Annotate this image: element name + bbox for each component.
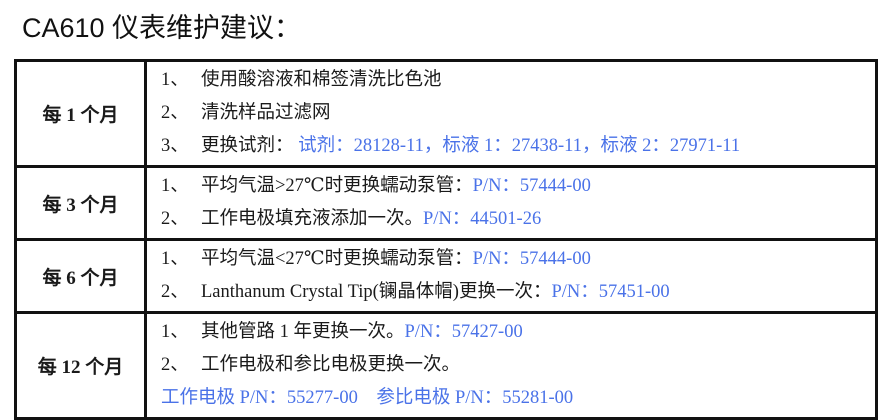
item-number: 1、 <box>161 322 189 342</box>
list-item: 1、 其他管路 1 年更换一次。P/N：57427-00 <box>161 316 875 349</box>
item-text: 工作电极和参比电极更换一次。 <box>201 355 461 375</box>
item-number: 2、 <box>161 282 189 302</box>
item-number: 3、 <box>161 136 189 156</box>
item-number: 2、 <box>161 209 189 229</box>
item-text: 清洗样品过滤网 <box>201 103 331 123</box>
item-text: 平均气温<27℃时更换蠕动泵管： <box>201 249 473 269</box>
list-item: 1、 平均气温>27℃时更换蠕动泵管：P/N：57444-00 <box>161 170 875 203</box>
item-text: 使用酸溶液和棉签清洗比色池 <box>201 70 442 90</box>
item-number: 1、 <box>161 70 189 90</box>
item-text: 平均气温>27℃时更换蠕动泵管： <box>201 176 473 196</box>
part-number: P/N：57451-00 <box>551 282 670 302</box>
list-item: 1、 平均气温<27℃时更换蠕动泵管：P/N：57444-00 <box>161 243 875 276</box>
maintenance-items: 1、 使用酸溶液和棉签清洗比色池 2、 清洗样品过滤网 3、 更换试剂： 试剂：28128… <box>144 59 878 168</box>
list-item: 2、 工作电极填充液添加一次。P/N：44501-26 <box>161 203 875 236</box>
item-number: 2、 <box>161 355 189 375</box>
list-item: 2、 清洗样品过滤网 <box>161 97 875 130</box>
item-number: 1、 <box>161 176 189 196</box>
maintenance-items: 1、 其他管路 1 年更换一次。P/N：57427-00 2、 工作电极和参比电极更换… <box>144 311 878 420</box>
item-number: 1、 <box>161 249 189 269</box>
part-number: P/N：57444-00 <box>472 249 591 269</box>
item-number: 2、 <box>161 103 189 123</box>
table-row: 每 6 个月 1、 平均气温<27℃时更换蠕动泵管：P/N：57444-00 2、 La… <box>14 238 878 314</box>
maintenance-table: 每 1 个月 1、 使用酸溶液和棉签清洗比色池 2、 清洗样品过滤网 3、 更换试剂： 试剂… <box>14 59 878 420</box>
item-text: 工作电极填充液添加一次。 <box>201 209 424 229</box>
table-row: 每 3 个月 1、 平均气温>27℃时更换蠕动泵管：P/N：57444-00 2、 工作… <box>14 165 878 241</box>
maintenance-items: 1、 平均气温<27℃时更换蠕动泵管：P/N：57444-00 2、 Lanthanu… <box>144 238 878 314</box>
page-title: CA610 仪表维护建议： <box>22 13 302 43</box>
period-label: 每 12 个月 <box>14 311 147 420</box>
part-number: P/N：44501-26 <box>423 209 542 229</box>
period-label: 每 1 个月 <box>14 59 147 168</box>
part-number: 试剂：28128-11，标液 1：27438-11，标液 2：27971-11 <box>293 136 741 156</box>
period-label: 每 6 个月 <box>14 238 147 314</box>
list-item: 1、 使用酸溶液和棉签清洗比色池 <box>161 64 875 97</box>
list-item: 3、 更换试剂： 试剂：28128-11，标液 1：27438-11，标液 2：2… <box>161 130 875 163</box>
item-text: 其他管路 1 年更换一次。 <box>201 322 405 342</box>
table-row: 每 12 个月 1、 其他管路 1 年更换一次。P/N：57427-00 2、 工作电极… <box>14 311 878 420</box>
item-text: 更换试剂： <box>201 136 294 156</box>
item-text: Lanthanum Crystal Tip(镧晶体帽)更换一次： <box>201 282 552 302</box>
part-number: 工作电极 P/N：55277-00 参比电极 P/N：55281-00 <box>161 388 574 408</box>
table-row: 每 1 个月 1、 使用酸溶液和棉签清洗比色池 2、 清洗样品过滤网 3、 更换试剂： 试剂… <box>14 59 878 168</box>
list-item: 2、 Lanthanum Crystal Tip(镧晶体帽)更换一次：P/N：57… <box>161 276 875 309</box>
list-item: 2、 工作电极和参比电极更换一次。 <box>161 349 875 382</box>
period-label: 每 3 个月 <box>14 165 147 241</box>
maintenance-items: 1、 平均气温>27℃时更换蠕动泵管：P/N：57444-00 2、 工作电极填充液添… <box>144 165 878 241</box>
part-number: P/N：57427-00 <box>404 322 523 342</box>
list-item: 工作电极 P/N：55277-00 参比电极 P/N：55281-00 <box>161 382 875 415</box>
part-number: P/N：57444-00 <box>472 176 591 196</box>
